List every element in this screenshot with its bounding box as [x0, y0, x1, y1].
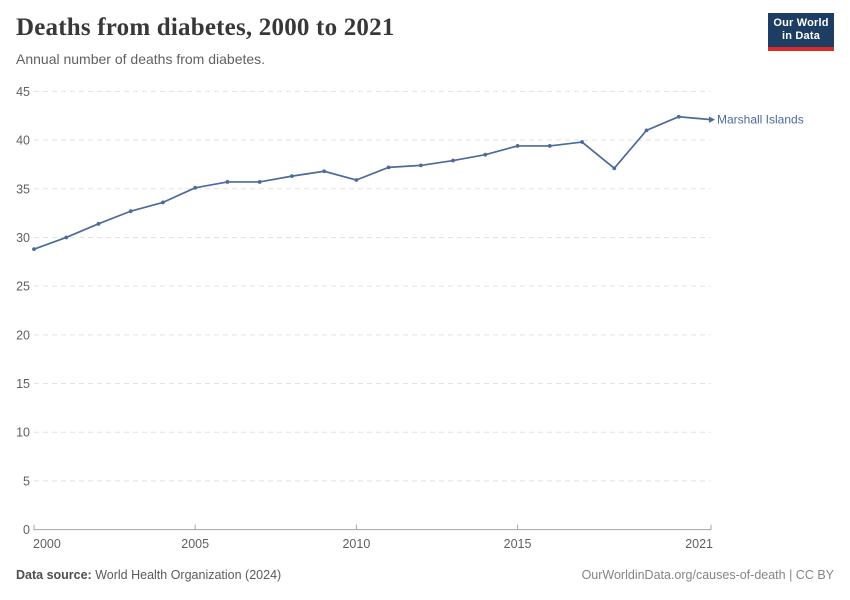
data-point-2014[interactable] — [483, 152, 488, 157]
data-point-2007[interactable] — [257, 180, 262, 184]
y-axis-tick-label-10: 10 — [16, 426, 30, 440]
data-point-2006[interactable] — [225, 180, 230, 184]
data-point-2010[interactable] — [354, 178, 359, 182]
credit-link[interactable]: OurWorldinData.org/causes-of-death | CC … — [581, 568, 834, 582]
data-point-2009[interactable] — [322, 169, 327, 174]
y-axis-tick-label-25: 25 — [16, 280, 30, 294]
data-source-text: World Health Organization (2024) — [91, 568, 282, 582]
data-point-2018[interactable] — [612, 166, 617, 171]
x-axis-tick-label-2021: 2021 — [685, 537, 713, 551]
owid-logo-line1: Our World — [773, 17, 829, 29]
y-axis-tick-label-45: 45 — [16, 85, 30, 99]
chart-footer: Data source: World Health Organization (… — [16, 568, 834, 582]
series-end-arrow-icon — [709, 116, 715, 123]
data-point-2011[interactable] — [386, 165, 391, 170]
data-point-2004[interactable] — [161, 200, 165, 205]
data-point-2017[interactable] — [580, 140, 584, 144]
data-point-2001[interactable] — [64, 235, 69, 240]
y-axis-tick-label-5: 5 — [23, 474, 30, 488]
data-source-note: Data source: World Health Organization (… — [16, 568, 281, 582]
y-axis-tick-label-40: 40 — [16, 134, 30, 148]
y-axis-tick-label-30: 30 — [16, 231, 30, 245]
owid-logo-line2: in Data — [781, 30, 821, 42]
chart-title: Deaths from diabetes, 2000 to 2021 — [16, 14, 395, 41]
data-point-2012[interactable] — [418, 163, 423, 168]
series-layer[interactable] — [32, 114, 715, 252]
owid-logo[interactable]: Our World in Data — [768, 13, 834, 51]
data-source-label: Data source: — [16, 568, 92, 582]
y-axis-tick-label-35: 35 — [16, 182, 30, 196]
y-axis-tick-label-20: 20 — [16, 328, 30, 342]
x-axis-tick-label-2005: 2005 — [181, 537, 209, 551]
series-line-marshall-islands[interactable] — [33, 115, 712, 251]
data-point-2002[interactable] — [96, 221, 101, 226]
series-end-label-marshall-islands[interactable]: Marshall Islands — [717, 113, 804, 127]
chart-subtitle: Annual number of deaths from diabetes. — [16, 51, 266, 67]
data-point-2020[interactable] — [676, 114, 681, 119]
x-axis-tick-label-2000: 2000 — [33, 537, 61, 551]
y-axis-tick-label-0: 0 — [23, 523, 30, 537]
data-point-2013[interactable] — [451, 158, 455, 163]
data-point-2019[interactable] — [644, 128, 649, 133]
data-point-2008[interactable] — [290, 174, 294, 179]
x-axis-tick-label-2010: 2010 — [342, 537, 370, 551]
data-point-2005[interactable] — [193, 185, 198, 190]
data-point-2015[interactable] — [515, 144, 520, 148]
gridlines-layer — [34, 90, 711, 482]
y-axis-tick-label-15: 15 — [16, 377, 30, 391]
data-point-2000[interactable] — [32, 247, 36, 252]
data-point-2016[interactable] — [547, 144, 552, 148]
axes-layer: 0 5 10 15 20 25 30 35 40 45 2000 2005 2010 2015 2021 — [16, 85, 713, 551]
data-point-2003[interactable] — [128, 209, 133, 214]
x-axis-tick-label-2015: 2015 — [504, 537, 532, 551]
